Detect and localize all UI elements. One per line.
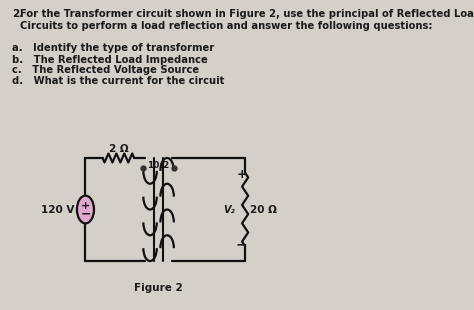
Text: 2 Ω: 2 Ω: [109, 144, 128, 154]
Text: 10:2: 10:2: [147, 161, 170, 170]
Text: −: −: [236, 237, 247, 251]
Text: b.   The Reflected Load Impedance: b. The Reflected Load Impedance: [12, 55, 208, 65]
Text: −: −: [80, 208, 91, 221]
Text: 120 V: 120 V: [41, 205, 74, 215]
Text: 2.: 2.: [12, 9, 24, 19]
Text: Figure 2: Figure 2: [134, 283, 183, 293]
Text: V₂: V₂: [224, 205, 236, 215]
Text: 20 Ω: 20 Ω: [250, 205, 277, 215]
Text: +: +: [236, 168, 247, 181]
Text: Circuits to perform a load reflection and answer the following questions:: Circuits to perform a load reflection an…: [19, 21, 432, 31]
Text: c.   The Reflected Voltage Source: c. The Reflected Voltage Source: [12, 65, 200, 75]
Text: a.   Identify the type of transformer: a. Identify the type of transformer: [12, 43, 215, 53]
Text: +: +: [81, 201, 90, 210]
Text: For the Transformer circuit shown in Figure 2, use the principal of Reflected Lo: For the Transformer circuit shown in Fig…: [19, 9, 474, 19]
Text: d.   What is the current for the circuit: d. What is the current for the circuit: [12, 76, 225, 86]
Circle shape: [77, 196, 94, 224]
